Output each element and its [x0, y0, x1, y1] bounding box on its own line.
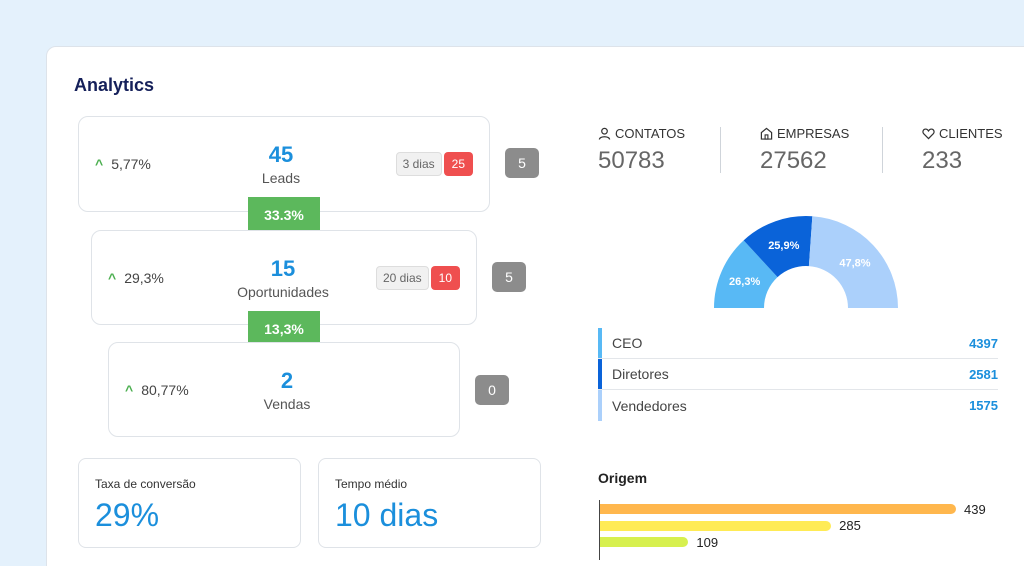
- days-badge: 20 dias: [375, 265, 429, 290]
- legend-color-bar: [598, 390, 602, 421]
- stage-count: 15: [270, 255, 296, 281]
- donut-slice-label: 25,9%: [768, 240, 799, 252]
- stage-percent: 29,3%: [124, 269, 164, 286]
- stage-name: Leads: [261, 170, 301, 186]
- legend-row-diretores[interactable]: Diretores 2581: [598, 359, 998, 390]
- roles-half-donut-chart: 26,3% 25,9% 47,8%: [714, 216, 898, 308]
- stage-count: 45: [268, 142, 294, 167]
- donut-slice-label: 47,8%: [839, 257, 870, 269]
- stage-percent: 80,77%: [141, 381, 189, 398]
- donut-slice-label: 26,3%: [729, 276, 760, 288]
- origem-bar-row: 285: [600, 518, 861, 533]
- late-badge: 10: [430, 265, 460, 290]
- origem-bar-row: 109: [600, 534, 719, 550]
- funnel-stage-oportunidades[interactable]: ^ 29,3% 15 Oportunidades 20 dias 10: [91, 230, 477, 325]
- legend-name: CEO: [612, 335, 643, 351]
- avg-time-value: 10 dias: [335, 497, 439, 533]
- legend-name: Vendedores: [612, 397, 687, 414]
- stat-empresas: EMPRESAS 27562: [760, 126, 849, 175]
- stage-percent: 5,77%: [111, 156, 151, 172]
- late-badge: 25: [443, 152, 473, 176]
- funnel-stage-vendas[interactable]: ^ 80,77% 2 Vendas: [108, 342, 460, 437]
- stat-label: EMPRESAS: [777, 126, 850, 141]
- conversion-rate-label: Taxa de conversão: [95, 477, 196, 491]
- roles-legend: CEO 4397 Diretores 2581 Vendedores 1575: [598, 328, 998, 421]
- stat-clientes: CLIENTES 233: [922, 126, 1003, 175]
- legend-color-bar: [598, 359, 602, 389]
- trend-up-icon: ^: [125, 381, 134, 398]
- legend-row-ceo[interactable]: CEO 4397: [598, 328, 998, 359]
- stat-value: 27562: [760, 147, 827, 174]
- stage-side-count[interactable]: 5: [505, 148, 539, 178]
- trend-up-icon: ^: [95, 156, 104, 172]
- donut-slice[interactable]: [714, 240, 778, 308]
- legend-value: 4397: [969, 335, 998, 351]
- origem-title: Origem: [598, 470, 648, 486]
- conversion-label: 33.3%: [264, 207, 304, 223]
- conversion-label: 13,3%: [264, 321, 304, 337]
- stat-label: CLIENTES: [939, 126, 1003, 141]
- donut-slice[interactable]: [743, 216, 813, 278]
- divider: [720, 127, 721, 173]
- stage-name: Vendas: [263, 395, 311, 412]
- stat-contatos: CONTATOS 50783: [598, 126, 685, 175]
- conversion-rate-card: Taxa de conversão 29%: [78, 458, 301, 548]
- legend-value: 2581: [969, 366, 998, 382]
- origem-bar-chart: 439 285 109: [599, 500, 1019, 560]
- origem-bar-value: 109: [696, 534, 719, 550]
- avg-time-card: Tempo médio 10 dias: [318, 458, 541, 548]
- stage-name: Oportunidades: [237, 283, 329, 300]
- stage-side-count[interactable]: 5: [492, 262, 526, 292]
- legend-color-bar: [598, 328, 602, 358]
- origem-bar[interactable]: [600, 537, 689, 547]
- user-icon: [598, 127, 611, 140]
- legend-value: 1575: [969, 398, 998, 413]
- stat-value: 233: [922, 147, 963, 174]
- legend-name: Diretores: [612, 366, 669, 382]
- stat-value: 50783: [598, 147, 665, 174]
- origem-bar[interactable]: [600, 520, 832, 531]
- stage-side-count[interactable]: 0: [475, 375, 509, 405]
- origem-bar-value: 439: [964, 501, 986, 517]
- donut-slice[interactable]: [808, 216, 898, 308]
- divider: [882, 127, 883, 173]
- avg-time-label: Tempo médio: [335, 477, 408, 491]
- conversion-rate-value: 29%: [95, 497, 160, 533]
- stage-count: 2: [280, 367, 294, 393]
- page-title: Analytics: [74, 75, 155, 95]
- funnel-stage-leads[interactable]: ^ 5,77% 45 Leads 3 dias 25: [78, 116, 490, 212]
- legend-row-vendedores[interactable]: Vendedores 1575: [598, 390, 998, 421]
- origem-bar-row: 439: [600, 501, 986, 517]
- origem-bar-value: 285: [839, 518, 861, 533]
- building-icon: [760, 127, 773, 140]
- stat-label: CONTATOS: [615, 126, 686, 141]
- trend-up-icon: ^: [108, 269, 117, 286]
- heart-icon: [922, 128, 935, 140]
- origem-bar[interactable]: [600, 504, 956, 514]
- days-badge: 3 dias: [395, 152, 442, 176]
